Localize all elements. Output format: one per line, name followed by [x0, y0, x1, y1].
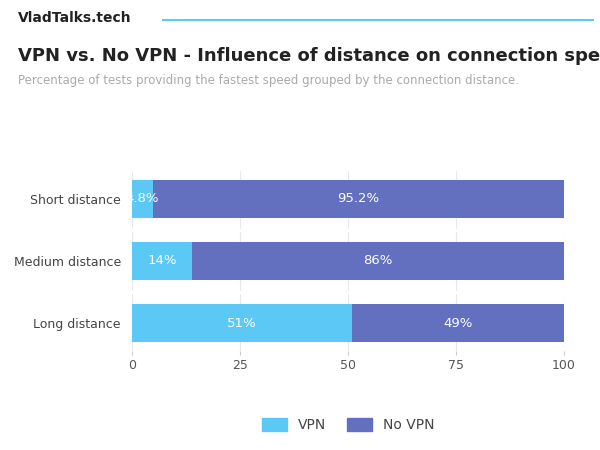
Text: VPN vs. No VPN - Influence of distance on connection speed: VPN vs. No VPN - Influence of distance o… — [18, 47, 600, 65]
Text: 95.2%: 95.2% — [337, 193, 379, 206]
Text: 4.8%: 4.8% — [125, 193, 159, 206]
Bar — [193, 242, 564, 280]
Bar — [352, 304, 564, 342]
Bar — [132, 242, 193, 280]
Text: 14%: 14% — [148, 255, 177, 267]
Text: 86%: 86% — [364, 255, 393, 267]
Text: 49%: 49% — [443, 316, 473, 329]
Legend: VPN, No VPN: VPN, No VPN — [256, 413, 440, 438]
Bar — [132, 180, 153, 218]
Bar — [153, 180, 564, 218]
Text: 51%: 51% — [227, 316, 257, 329]
Bar — [132, 304, 352, 342]
Text: Percentage of tests providing the fastest speed grouped by the connection distan: Percentage of tests providing the fastes… — [18, 74, 519, 87]
Text: VladTalks.tech: VladTalks.tech — [18, 11, 131, 25]
